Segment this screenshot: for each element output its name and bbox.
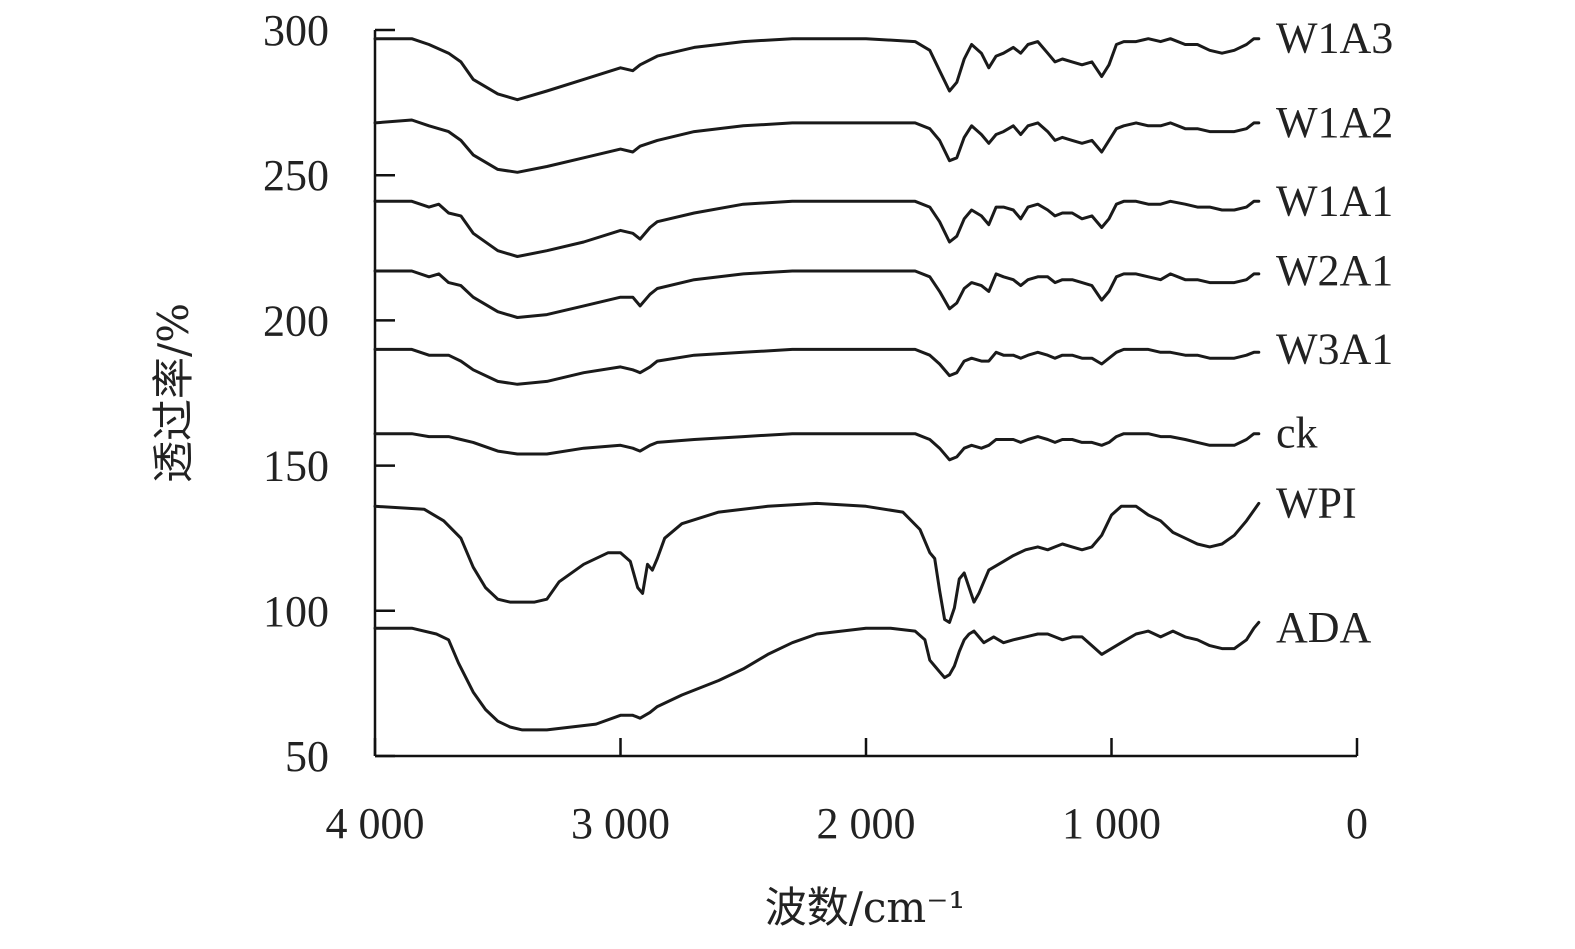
series-label-w2a1: W2A1: [1276, 246, 1393, 295]
series-label-w3a1: W3A1: [1276, 324, 1393, 373]
series-label-w1a2: W1A2: [1276, 98, 1393, 147]
series-line-w2a1: [373, 269, 1261, 319]
y-ticks: 300 250 200 150 100 50: [263, 6, 395, 781]
series-label-ada: ADA: [1276, 603, 1372, 652]
series-lines: [373, 37, 1261, 732]
series-line-wpi: [373, 501, 1261, 624]
x-ticks: 4 000 3 000 2 000 1 000 0: [326, 738, 1368, 848]
series-line-w1a1: [373, 199, 1261, 258]
series-labels: W1A3 W1A2 W1A1 W2A1 W3A1 ck WPI ADA: [1276, 14, 1393, 653]
y-tick-label: 150: [263, 442, 329, 491]
x-tick-label: 1 000: [1062, 799, 1161, 848]
x-tick-label: 0: [1346, 799, 1368, 848]
y-axis-title: 透过率/%: [149, 303, 198, 483]
series-line-w1a3: [373, 37, 1261, 102]
y-tick-label: 300: [263, 6, 329, 55]
series-label-w1a3: W1A3: [1276, 14, 1393, 63]
series-label-ck: ck: [1276, 409, 1318, 458]
series-label-wpi: WPI: [1276, 478, 1357, 527]
x-axis-title: 波数/cm⁻¹: [765, 883, 966, 932]
series-label-w1a1: W1A1: [1276, 176, 1393, 225]
x-tick-label: 3 000: [571, 799, 670, 848]
x-tick-label: 2 000: [817, 799, 916, 848]
series-line-ada: [373, 620, 1261, 732]
series-line-w3a1: [373, 347, 1261, 386]
x-tick-label: 4 000: [326, 799, 425, 848]
y-tick-label: 100: [263, 587, 329, 636]
y-tick-label: 250: [263, 151, 329, 200]
series-line-ck: [373, 432, 1261, 462]
y-tick-label: 200: [263, 296, 329, 345]
y-tick-label: 50: [285, 732, 329, 781]
series-line-w1a2: [373, 118, 1261, 174]
